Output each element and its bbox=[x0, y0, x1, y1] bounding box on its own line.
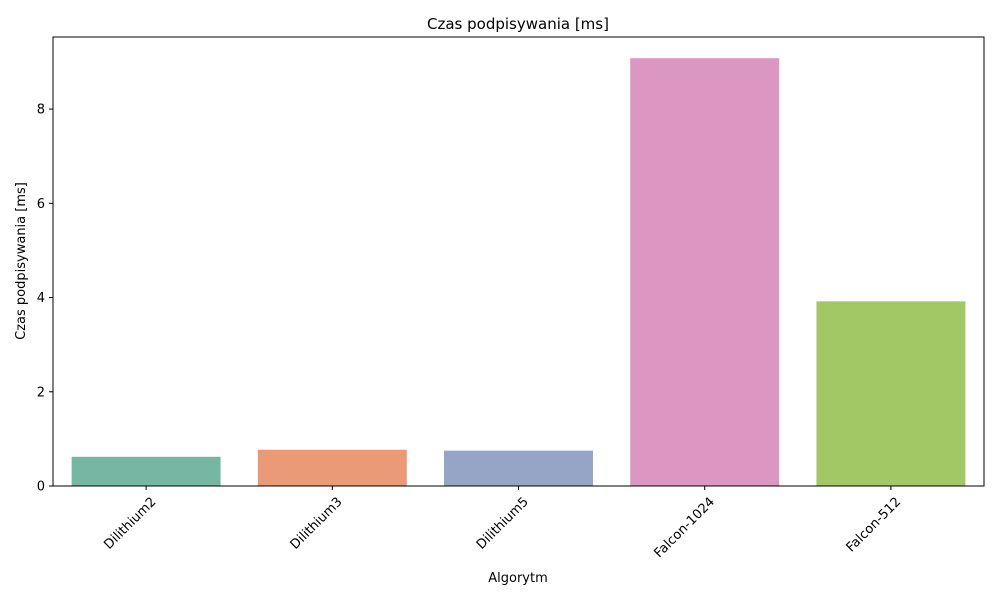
x-tick-label: Falcon-512 bbox=[844, 495, 905, 556]
y-tick-label: 4 bbox=[37, 291, 45, 306]
bar-falcon-1024 bbox=[630, 58, 780, 486]
y-tick-label: 8 bbox=[37, 103, 45, 118]
y-axis: 0 2 4 6 8 bbox=[37, 103, 53, 495]
plot-frame bbox=[52, 36, 985, 487]
bar-dilithium2 bbox=[71, 456, 221, 486]
x-tick-label: Dilithium3 bbox=[288, 495, 346, 553]
x-axis: Dilithium2 Dilithium3 Dilithium5 Falcon-102… bbox=[101, 486, 904, 561]
bars-group bbox=[71, 58, 966, 486]
y-tick-label: 6 bbox=[37, 197, 45, 212]
bar-dilithium5 bbox=[444, 450, 593, 486]
x-tick-label: Falcon-1024 bbox=[652, 495, 718, 561]
x-tick-label: Dilithium5 bbox=[474, 495, 532, 553]
x-tick-label: Dilithium2 bbox=[101, 495, 159, 553]
bar-falcon-512 bbox=[816, 301, 966, 486]
y-tick-label: 0 bbox=[37, 480, 45, 495]
bar-dilithium3 bbox=[257, 449, 407, 486]
x-axis-label: Algorytm bbox=[488, 571, 548, 586]
y-axis-label: Czas podpisywania [ms] bbox=[14, 182, 29, 340]
y-tick-label: 2 bbox=[37, 385, 45, 400]
chart-title: Czas podpisywania [ms] bbox=[427, 15, 609, 33]
